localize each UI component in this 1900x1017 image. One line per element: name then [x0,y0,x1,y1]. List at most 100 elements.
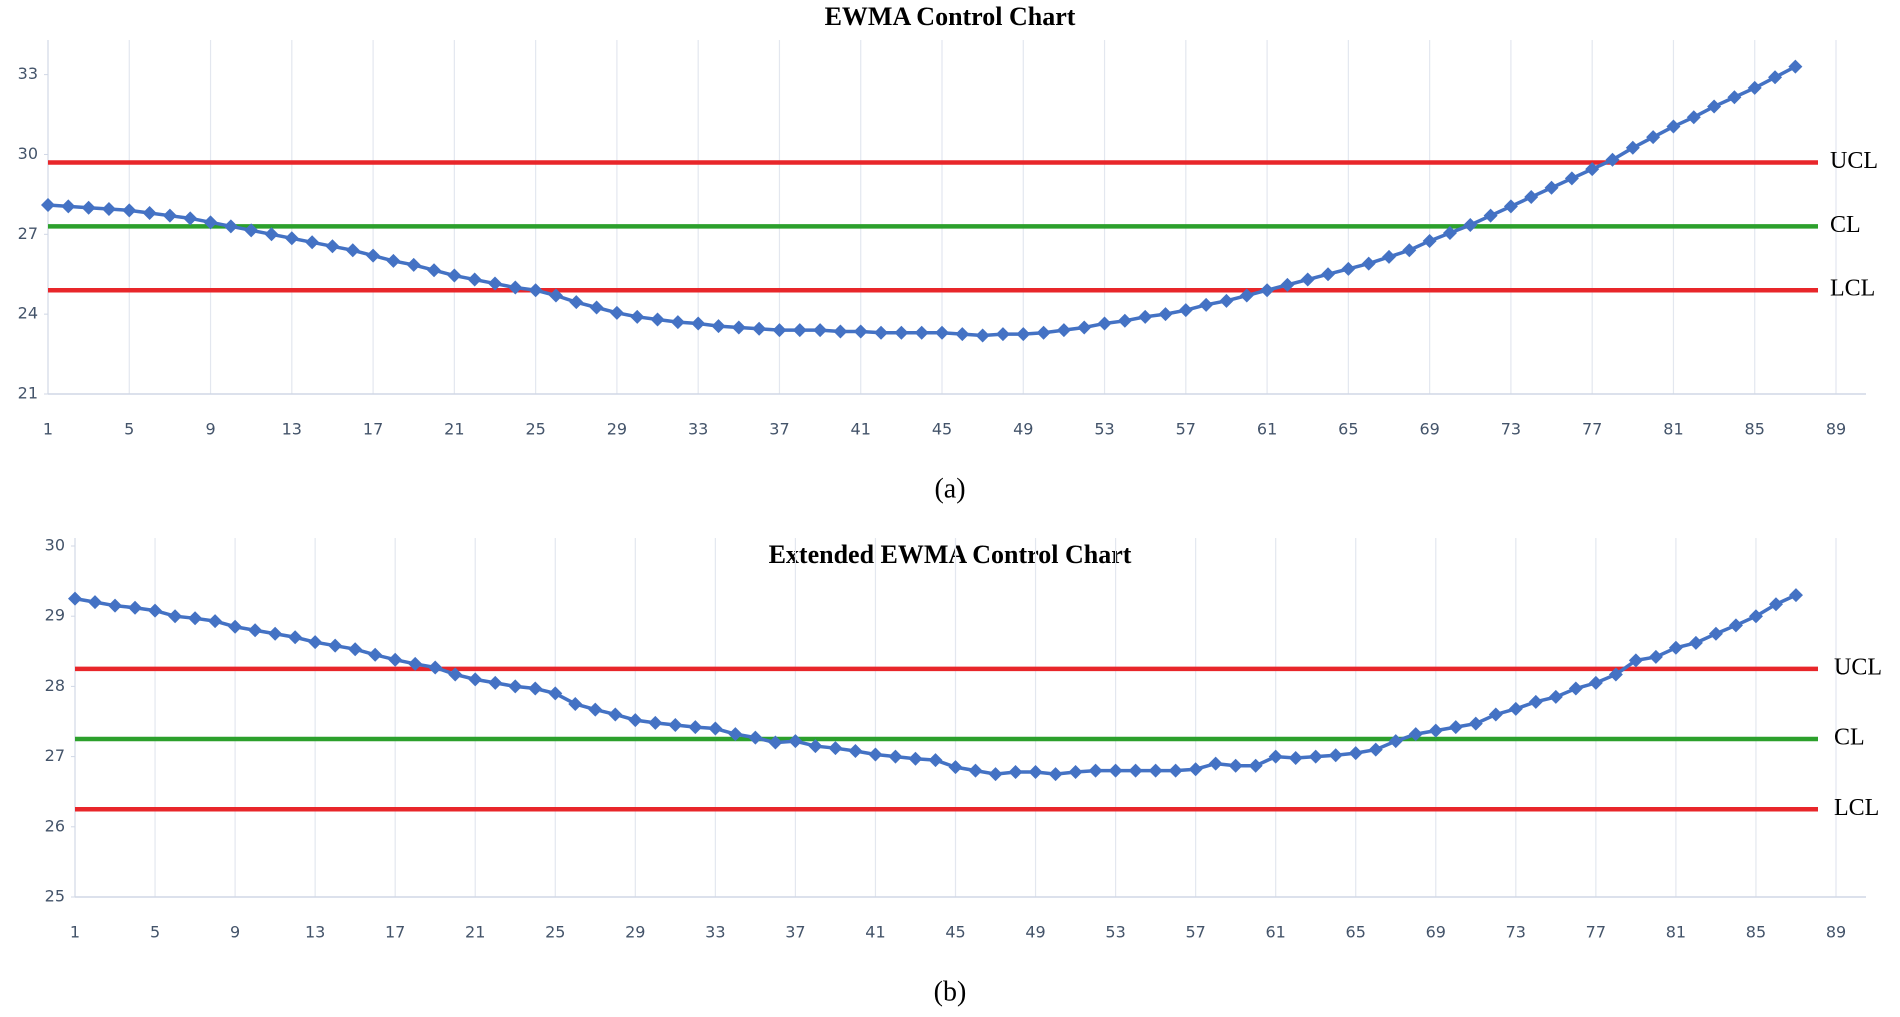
data-point [1422,233,1437,248]
x-tick-label: 65 [1338,420,1358,439]
data-point [874,325,889,340]
data-point [528,681,543,696]
data-point [569,295,584,310]
y-tick-label: 27 [18,224,38,243]
data-point [813,323,828,338]
data-point [148,603,163,618]
data-point [1077,320,1092,335]
data-point [1568,681,1583,696]
data-point [328,638,343,653]
data-point [1008,765,1023,780]
x-tick-label: 25 [545,923,565,942]
x-tick-label: 29 [607,420,627,439]
y-tick-label: 25 [45,887,65,906]
x-tick-label: 73 [1506,923,1526,942]
chart-title: Extended EWMA Control Chart [769,540,1132,569]
data-point [1646,130,1661,145]
control-limit-label: LCL [1834,795,1879,821]
data-point [988,767,1003,782]
data-point [1028,765,1043,780]
data-point [1138,309,1153,324]
data-point [670,315,685,330]
data-point [568,696,583,711]
data-point [1048,767,1063,782]
data-point [488,675,503,690]
data-point [948,760,963,775]
data-point [1300,272,1315,287]
data-point [1708,626,1723,641]
control-limit-label: UCL [1834,654,1882,680]
x-tick-label: 49 [1025,923,1045,942]
data-point [1108,763,1123,778]
x-tick-label: 1 [43,420,53,439]
data-point [608,707,623,722]
data-point [248,623,263,638]
data-point [1388,734,1403,749]
data-point [1428,723,1443,738]
data-point [467,272,482,287]
data-point [488,276,502,291]
data-point [548,288,563,303]
data-point [1148,763,1163,778]
data-point [284,231,299,246]
control-limit-label: LCL [1830,276,1875,302]
caption: (a) [934,473,965,504]
y-tick-label: 33 [18,64,38,83]
data-point [508,679,523,694]
data-point [768,735,783,750]
data-point [68,591,82,606]
data-point [1442,225,1457,240]
data-point [1768,597,1783,612]
data-point [833,324,848,339]
data-point [853,324,868,339]
data-point [728,727,743,742]
data-point [1686,110,1701,125]
x-tick-label: 89 [1826,923,1846,942]
data-point [1548,689,1563,704]
data-point [1199,297,1214,312]
data-point [772,323,787,338]
y-tick-label: 30 [18,144,38,163]
data-point [1448,720,1463,735]
data-point [1688,635,1703,650]
data-point [268,626,283,641]
data-point [1348,746,1363,761]
x-tick-label: 21 [444,420,464,439]
data-point [935,325,949,340]
data-point [995,327,1010,342]
data-point [203,215,218,230]
chart-title: EWMA Control Chart [825,2,1076,31]
x-tick-label: 37 [785,923,805,942]
data-point [1280,277,1295,292]
data-point [1585,162,1600,177]
x-tick-label: 33 [705,923,725,942]
data-point [1097,316,1112,331]
data-point [1308,749,1323,764]
x-tick-label: 45 [932,420,952,439]
x-tick-label: 53 [1105,923,1125,942]
data-point [668,718,683,733]
data-point [609,305,624,320]
data-point [1361,256,1376,271]
x-tick-label: 5 [124,420,134,439]
control-limit-label: UCL [1830,148,1878,174]
data-point [1503,199,1518,214]
data-point [1260,283,1275,298]
data-point [1248,758,1263,773]
x-tick-label: 85 [1745,420,1765,439]
data-point [914,325,929,340]
data-point [1788,588,1803,603]
data-point [468,672,483,687]
x-tick-label: 89 [1826,420,1846,439]
x-tick-label: 33 [688,420,708,439]
data-point [81,200,96,215]
data-point [968,763,983,778]
data-point [345,243,360,258]
data-point [128,600,143,615]
data-point [223,219,238,234]
data-point [264,227,279,242]
data-point [1747,80,1762,95]
data-point [1268,749,1283,764]
data-point [1508,701,1523,716]
data-point [828,741,843,756]
